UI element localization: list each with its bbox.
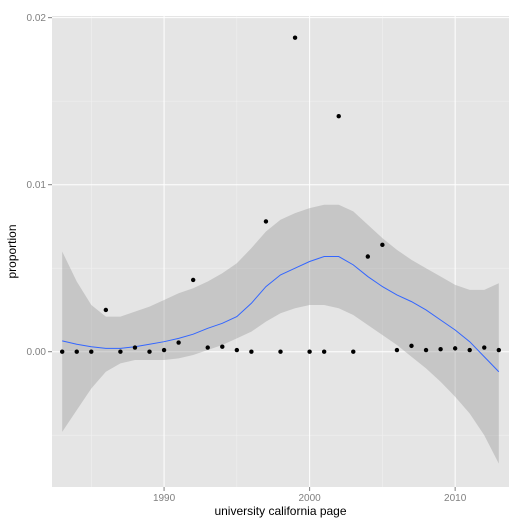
data-point (438, 347, 443, 352)
data-point (89, 349, 94, 354)
x-tick-label: 2000 (298, 493, 321, 504)
data-point (307, 349, 312, 354)
y-tick-label: 0.02 (27, 13, 47, 24)
y-axis-title: proportion (5, 224, 19, 278)
y-tick-label: 0.00 (27, 347, 47, 358)
y-axis-ticks: 0.00 0.01 0.02 (27, 13, 52, 358)
data-point (278, 349, 283, 354)
data-point (292, 35, 298, 40)
data-points (59, 35, 502, 354)
data-point (321, 349, 327, 354)
data-point (161, 347, 167, 353)
data-point (482, 345, 487, 350)
data-point (452, 346, 458, 351)
data-point (132, 345, 138, 350)
data-point (394, 347, 400, 353)
data-point (409, 343, 414, 349)
data-point (220, 344, 225, 349)
data-point (59, 349, 65, 354)
y-tick-label: 0.01 (27, 180, 47, 191)
data-point (423, 347, 429, 353)
minor-gridlines (52, 16, 509, 487)
data-point (118, 349, 123, 354)
data-point (249, 349, 254, 354)
data-point (380, 242, 385, 248)
data-point (467, 347, 472, 353)
data-point (103, 307, 109, 313)
data-point (190, 277, 196, 283)
x-axis-ticks: 1990 2000 2010 (153, 487, 467, 504)
confidence-band (62, 204, 499, 464)
data-point (263, 219, 269, 224)
x-axis-title: university california page (214, 504, 346, 518)
x-tick-label: 2010 (444, 493, 467, 504)
data-point (74, 349, 79, 354)
data-point (205, 345, 210, 350)
data-point (147, 349, 152, 354)
data-point (176, 340, 181, 345)
data-point (336, 114, 341, 119)
data-point (365, 254, 371, 259)
data-point (496, 347, 502, 353)
data-point (234, 347, 240, 353)
data-point (351, 349, 356, 354)
plot-panel (52, 16, 509, 487)
x-tick-label: 1990 (153, 493, 176, 504)
